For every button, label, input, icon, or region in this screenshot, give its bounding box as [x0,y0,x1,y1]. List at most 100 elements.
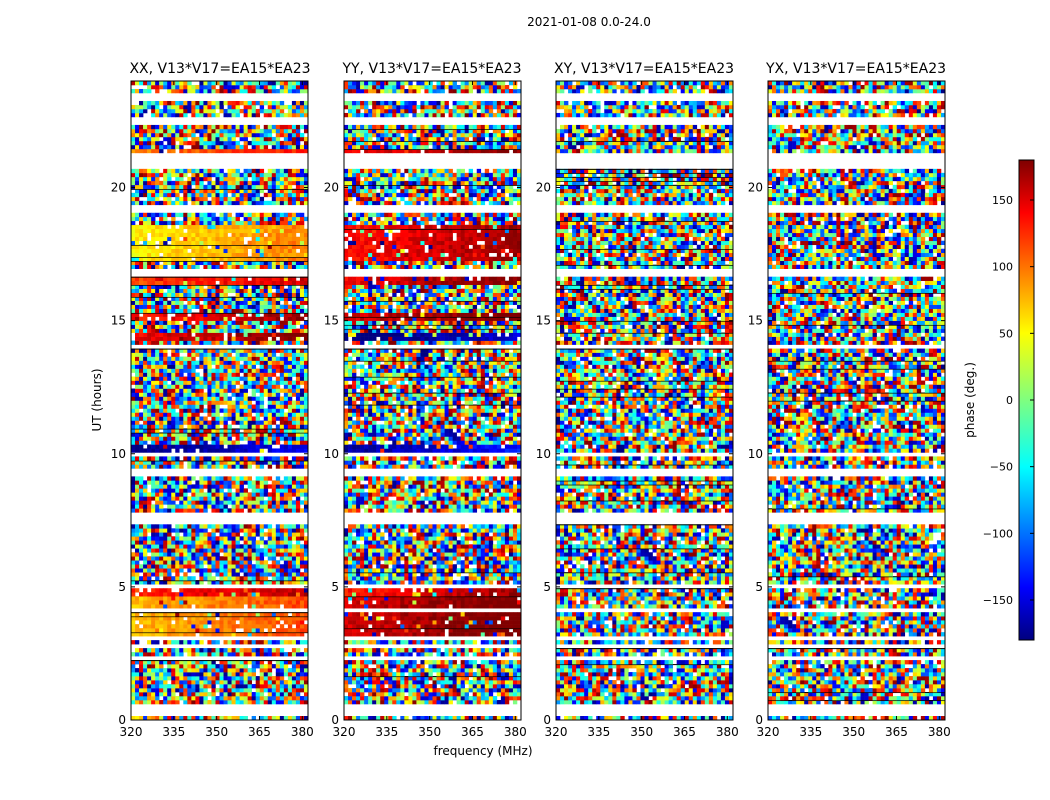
heatmap-cell [275,316,281,321]
heatmap-cell [271,260,277,266]
heatmap-cell [155,400,160,405]
heatmap-cell [299,296,305,301]
heatmap-cell [199,604,204,609]
heatmap-cell [263,632,269,637]
heatmap-cell [179,432,184,437]
heatmap-cell [203,392,208,397]
heatmap-cell [167,692,172,697]
heatmap-cell [211,676,216,681]
heatmap-cell [279,420,285,425]
heatmap-cell [295,660,301,665]
heatmap-cell [227,616,232,621]
heatmap-cell [203,332,208,337]
heatmap-cell [303,264,309,269]
heatmap-cell [239,576,244,581]
heatmap-cell [275,664,281,669]
heatmap-cell [163,168,168,174]
heatmap-cell [223,236,228,242]
heatmap-cell [215,420,220,425]
heatmap-cell [291,552,297,557]
heatmap-cell [131,580,136,585]
heatmap-cell [171,488,176,493]
heatmap-cell [255,276,261,281]
heatmap-cell [195,340,200,345]
heatmap-cell [167,388,172,393]
heatmap-cell [167,412,172,417]
heatmap-cell [299,660,305,665]
heatmap-cell [243,684,248,689]
heatmap-cell [263,220,269,226]
heatmap-cell [131,440,136,445]
heatmap-cell [171,688,176,693]
heatmap-cell [267,408,273,413]
heatmap-cell [211,396,216,401]
heatmap-cell [219,440,224,445]
heatmap-cell [183,480,188,485]
heatmap-cell [215,412,220,417]
heatmap-cell [199,336,204,341]
heatmap-cell [179,588,184,593]
heatmap-cell [215,448,220,453]
heatmap-cell [143,296,148,301]
heatmap-cell [211,436,216,441]
heatmap-cell [203,460,208,465]
heatmap-cell [255,396,261,401]
heatmap-cell [275,364,281,369]
heatmap-cell [251,684,256,689]
scan-boundary [131,460,308,462]
heatmap-cell [147,380,152,385]
heatmap-cell [139,580,144,585]
heatmap-cell [135,420,140,425]
heatmap-cell [267,396,273,401]
heatmap-cell [287,440,293,445]
heatmap-cell [239,308,244,313]
heatmap-cell [203,476,208,481]
heatmap-cell [279,172,285,178]
heatmap-cell [207,532,212,537]
heatmap-cell [223,580,228,585]
heatmap-cell [271,284,277,289]
heatmap-cell [291,212,297,218]
heatmap-cell [271,372,277,377]
heatmap-cell [187,176,192,182]
heatmap-cell [143,696,148,701]
heatmap-cell [295,200,301,206]
heatmap-cell [171,528,176,533]
heatmap-cell [155,628,160,633]
heatmap-cell [147,288,152,293]
heatmap-cell [299,572,305,577]
heatmap-cell [163,244,168,250]
heatmap-cell [243,476,248,481]
heatmap-cell [147,504,152,509]
heatmap-cell [207,684,212,689]
heatmap-cell [191,596,196,601]
heatmap-cell [187,560,192,565]
heatmap-cell [279,572,285,577]
heatmap-cell [235,448,240,453]
heatmap-cell [147,356,152,361]
heatmap-cell [287,180,293,186]
heatmap-cell [227,368,232,373]
heatmap-cell [227,200,232,206]
heatmap-cell [167,148,172,154]
heatmap-cell [259,300,265,305]
heatmap-cell [227,448,232,453]
heatmap-cell [179,696,184,701]
heatmap-cell [247,300,252,305]
heatmap-cell [175,200,180,206]
heatmap-cell [175,652,180,657]
heatmap-cell [291,380,297,385]
heatmap-cell [279,332,285,337]
heatmap-cell [191,448,196,453]
heatmap-cell [147,596,152,601]
heatmap-cell [147,284,152,289]
heatmap-cell [175,700,180,705]
heatmap-cell [267,236,273,242]
heatmap-cell [199,408,204,413]
heatmap-cell [199,588,204,593]
heatmap-cell [171,628,176,633]
heatmap-cell [291,288,297,293]
heatmap-cell [207,716,212,721]
heatmap-cell [155,276,160,281]
heatmap-cell [255,200,261,206]
